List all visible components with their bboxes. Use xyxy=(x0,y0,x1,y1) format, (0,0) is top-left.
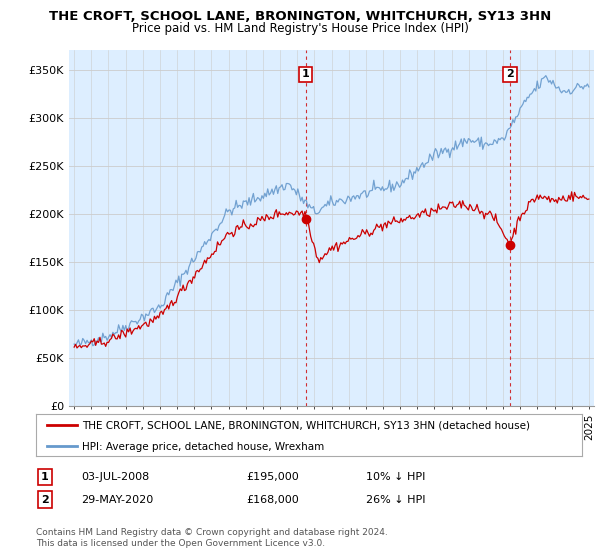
Text: THE CROFT, SCHOOL LANE, BRONINGTON, WHITCHURCH, SY13 3HN: THE CROFT, SCHOOL LANE, BRONINGTON, WHIT… xyxy=(49,10,551,23)
Text: 03-JUL-2008: 03-JUL-2008 xyxy=(81,472,149,482)
Text: £195,000: £195,000 xyxy=(246,472,299,482)
Text: 10% ↓ HPI: 10% ↓ HPI xyxy=(366,472,425,482)
Text: 26% ↓ HPI: 26% ↓ HPI xyxy=(366,494,425,505)
Text: 2: 2 xyxy=(41,494,49,505)
Text: THE CROFT, SCHOOL LANE, BRONINGTON, WHITCHURCH, SY13 3HN (detached house): THE CROFT, SCHOOL LANE, BRONINGTON, WHIT… xyxy=(82,421,530,431)
Text: 1: 1 xyxy=(302,69,310,80)
Text: 1: 1 xyxy=(41,472,49,482)
Text: Price paid vs. HM Land Registry's House Price Index (HPI): Price paid vs. HM Land Registry's House … xyxy=(131,22,469,35)
Text: HPI: Average price, detached house, Wrexham: HPI: Average price, detached house, Wrex… xyxy=(82,442,325,452)
Text: Contains HM Land Registry data © Crown copyright and database right 2024.: Contains HM Land Registry data © Crown c… xyxy=(36,528,388,536)
Text: £168,000: £168,000 xyxy=(246,494,299,505)
Text: 2: 2 xyxy=(506,69,514,80)
Text: 29-MAY-2020: 29-MAY-2020 xyxy=(81,494,153,505)
Text: This data is licensed under the Open Government Licence v3.0.: This data is licensed under the Open Gov… xyxy=(36,539,325,548)
